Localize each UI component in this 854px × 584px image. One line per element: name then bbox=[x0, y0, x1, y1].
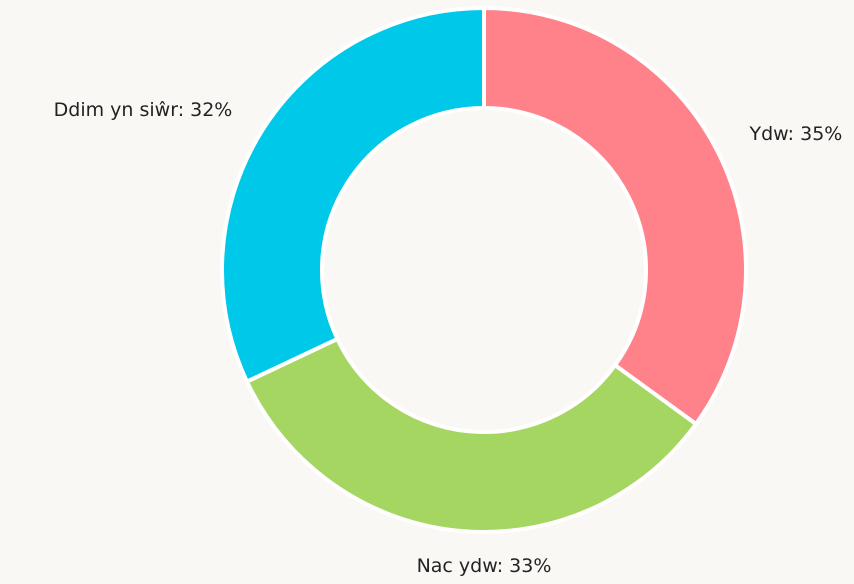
donut-slice bbox=[220, 5, 486, 385]
slice-label: Ddim yn siŵr: 32% bbox=[54, 99, 233, 121]
slice-label: Ydw: 35% bbox=[749, 123, 843, 145]
donut-slice bbox=[482, 5, 748, 427]
slice-label: Nac ydw: 33% bbox=[417, 555, 552, 577]
donut-slice bbox=[244, 336, 699, 534]
